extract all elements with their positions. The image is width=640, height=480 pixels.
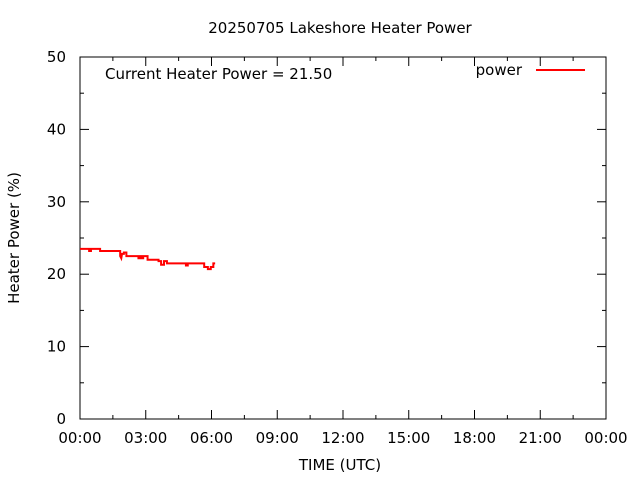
y-tick-label: 0 (56, 410, 66, 428)
x-tick-label: 15:00 (387, 429, 430, 447)
series-line-power (80, 247, 216, 271)
x-tick-label: 00:00 (58, 429, 101, 447)
x-tick-label: 00:00 (584, 429, 627, 447)
y-tick-label: 10 (47, 338, 66, 356)
x-tick-label: 18:00 (453, 429, 496, 447)
legend: power (476, 61, 585, 79)
y-tick-label: 40 (47, 120, 66, 138)
y-axis: 0 10 20 30 40 50 (47, 48, 606, 428)
y-axis-label: Heater Power (%) (5, 172, 23, 304)
x-tick-label: 03:00 (124, 429, 167, 447)
current-power-annotation: Current Heater Power = 21.50 (105, 65, 332, 83)
y-tick-label: 50 (47, 48, 66, 66)
x-tick-label: 21:00 (519, 429, 562, 447)
y-tick-label: 20 (47, 265, 66, 283)
plot-frame (79, 56, 607, 420)
x-tick-label: 06:00 (190, 429, 233, 447)
x-tick-label: 12:00 (321, 429, 364, 447)
y-tick-label: 30 (47, 193, 66, 211)
chart-title: 20250705 Lakeshore Heater Power (208, 19, 472, 37)
x-axis: 00:00 03:00 06:00 09:00 12:00 15:00 18:00 21:00… (58, 57, 628, 447)
legend-label-power: power (476, 61, 523, 79)
x-tick-label: 09:00 (256, 429, 299, 447)
x-axis-label: TIME (UTC) (298, 456, 381, 474)
